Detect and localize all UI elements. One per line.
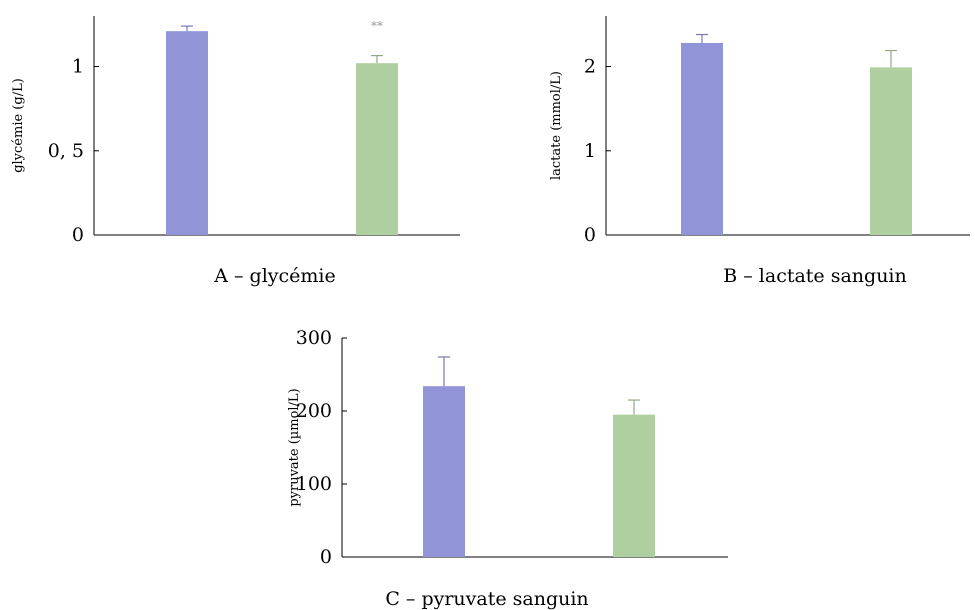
significance-annotation: **	[371, 19, 383, 33]
chart-panel-b: 0 1 2 lactate (mmol/L) B – lactate sanguin	[549, 16, 970, 287]
bar-1	[423, 386, 465, 557]
y-axis-label: pyruvate (µmol/L)	[287, 388, 302, 506]
bar-2	[613, 414, 655, 557]
y-tick-label: 0	[72, 224, 84, 246]
y-axis-label: glycémie (g/L)	[11, 78, 26, 173]
y-tick-label: 100	[296, 473, 332, 495]
y-tick-label: 0	[320, 546, 332, 568]
panel-caption: C – pyruvate sanguin	[385, 588, 588, 610]
y-tick-label: 300	[296, 327, 332, 349]
y-tick-label: 0	[584, 224, 596, 246]
bar-2	[870, 67, 912, 235]
panel-caption: B – lactate sanguin	[723, 265, 907, 287]
bar-1	[681, 42, 723, 236]
bar-1	[166, 31, 208, 235]
y-tick-label: 1	[584, 140, 596, 162]
chart-panel-c: 0 100 200 300 pyruvate (µmol/L) C – pyruvate …	[287, 327, 728, 610]
y-tick-label: 2	[584, 56, 596, 78]
y-tick-label: 0, 5	[48, 140, 84, 162]
bar-2	[356, 63, 398, 235]
chart-panel-a: 0 0, 5 1 glycémie (g/L) ** A – glycémie	[11, 16, 460, 287]
y-tick-label: 1	[72, 56, 84, 78]
panel-caption: A – glycémie	[213, 265, 336, 287]
y-tick-label: 200	[296, 400, 332, 422]
y-axis-label: lactate (mmol/L)	[549, 71, 564, 180]
